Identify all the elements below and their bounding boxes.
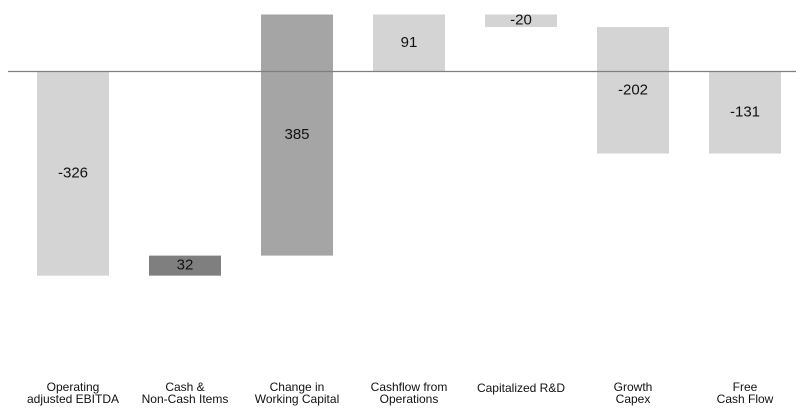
value-label-5: -202 [618,81,648,98]
bar-0 [37,71,109,276]
category-label-line: Working Capital [255,392,339,406]
category-label-1: Cash & Non-Cash Items [142,380,229,406]
category-label-6: Free Cash Flow [717,380,774,406]
category-label-line: Operations [380,392,439,406]
bar-5 [597,27,669,154]
bars-group [37,14,781,276]
value-labels-group: -326 32 385 91 -20 -202 -131 [58,12,760,274]
bar-4 [485,14,557,28]
category-label-0: Operating adjusted EBITDA [27,380,119,406]
category-label-2: Change in Working Capital [255,380,339,406]
category-labels-group: Operating adjusted EBITDA Cash & Non-Cash I… [27,380,774,406]
value-label-6: -131 [730,103,760,120]
category-label-5: Growth Capex [614,380,653,406]
category-label-line: Capex [616,392,651,406]
value-label-3: 91 [401,34,418,51]
category-label-line: Growth [614,380,653,394]
category-label-line: Cash Flow [717,392,774,406]
category-label-line: Operating [47,380,100,394]
category-label-line: Capitalized R&D [477,381,565,395]
bar-6 [709,71,781,154]
value-label-1: 32 [177,257,194,274]
bar-2 [261,14,333,256]
category-label-line: Free [733,380,758,394]
category-label-line: Change in [270,380,325,394]
category-label-3: Cashflow from Operations [371,380,448,406]
category-label-line: Cashflow from [371,380,448,394]
value-label-4: -20 [510,12,532,29]
value-label-0: -326 [58,165,88,182]
category-label-line: adjusted EBITDA [27,392,119,406]
category-label-line: Non-Cash Items [142,392,229,406]
bar-1 [149,255,221,276]
category-label-4: Capitalized R&D [477,381,565,395]
category-label-line: Cash & [165,380,204,394]
bar-3 [373,14,445,72]
value-label-2: 385 [284,126,309,143]
